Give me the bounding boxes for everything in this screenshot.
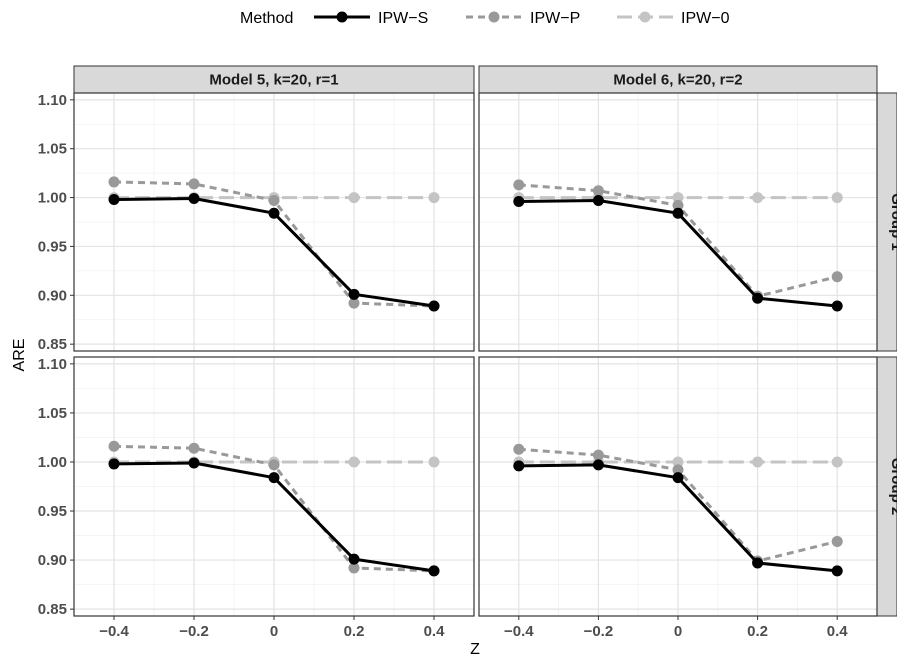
x-tick-label: 0.4 xyxy=(424,623,446,640)
data-point-ipw-p xyxy=(108,176,120,188)
y-tick-label: 0.85 xyxy=(38,336,67,353)
panel-border xyxy=(478,92,878,352)
data-point-ipw-0 xyxy=(428,456,440,468)
data-point-ipw-p xyxy=(831,271,843,283)
data-point-ipw-p xyxy=(188,442,200,454)
data-point-ipw-p xyxy=(348,297,360,309)
column-strip xyxy=(478,65,878,94)
data-point-ipw-p xyxy=(672,199,684,211)
x-tick-label: 0.4 xyxy=(827,623,849,640)
data-point-ipw-s xyxy=(348,553,360,565)
data-point-ipw-0 xyxy=(752,192,764,204)
data-point-ipw-0 xyxy=(348,192,360,204)
data-point-ipw-p xyxy=(108,440,120,452)
data-point-ipw-s xyxy=(268,207,280,219)
data-point-ipw-p xyxy=(672,464,684,476)
data-point-ipw-0 xyxy=(428,192,440,204)
data-point-ipw-s xyxy=(831,565,843,577)
data-point-ipw-s xyxy=(188,457,200,469)
data-point-ipw-s xyxy=(108,194,120,206)
x-tick-label: −0.4 xyxy=(99,623,129,640)
data-point-ipw-0 xyxy=(831,456,843,468)
data-point-ipw-s xyxy=(513,460,525,472)
column-strip-label: Model 6, k=20, r=2 xyxy=(613,72,742,89)
y-tick-label: 0.90 xyxy=(38,287,67,304)
y-tick-label: 0.95 xyxy=(38,238,67,255)
data-point-ipw-p xyxy=(513,179,525,191)
x-tick-label: 0.2 xyxy=(344,623,365,640)
data-point-ipw-s xyxy=(428,565,440,577)
x-tick-label: 0.2 xyxy=(747,623,768,640)
x-tick-label: −0.2 xyxy=(584,623,614,640)
data-point-ipw-s xyxy=(592,459,604,471)
legend: Method IPW−S IPW−P IPW−0 xyxy=(240,10,730,27)
data-point-ipw-0 xyxy=(752,456,764,468)
panel xyxy=(478,356,878,617)
data-point-ipw-p xyxy=(268,459,280,471)
column-strip-label: Model 5, k=20, r=1 xyxy=(209,72,338,89)
column-strip xyxy=(73,65,475,94)
data-point-ipw-p xyxy=(268,195,280,206)
y-tick-label: 1.00 xyxy=(38,454,67,471)
data-point-ipw-0 xyxy=(672,192,684,204)
x-axis-title: Z xyxy=(470,641,480,658)
data-point-ipw-s xyxy=(108,458,120,470)
y-tick-label: 1.05 xyxy=(38,141,67,158)
y-tick-label: 1.05 xyxy=(38,405,67,422)
data-point-ipw-p xyxy=(831,535,843,547)
data-point-ipw-s xyxy=(672,472,684,484)
y-tick-label: 1.00 xyxy=(38,190,67,207)
data-point-ipw-p xyxy=(513,443,525,455)
data-point-ipw-p xyxy=(592,449,604,461)
data-point-ipw-s xyxy=(752,557,764,569)
panel xyxy=(73,356,475,617)
legend-entry-label: IPW−S xyxy=(378,10,428,27)
row-strip-label: Group 2 xyxy=(888,458,897,516)
legend-title: Method xyxy=(240,10,293,27)
data-point-ipw-s xyxy=(513,195,525,207)
panel-border xyxy=(73,92,475,352)
data-point-ipw-p xyxy=(592,185,604,197)
panel xyxy=(478,92,878,352)
legend-key-point xyxy=(488,11,500,23)
data-point-ipw-0 xyxy=(348,456,360,468)
x-tick-label: 0 xyxy=(270,623,278,640)
x-tick-label: −0.4 xyxy=(504,623,534,640)
y-tick-label: 1.10 xyxy=(38,92,67,109)
data-point-ipw-s xyxy=(831,300,843,312)
data-point-ipw-p xyxy=(188,178,200,190)
data-point-ipw-s xyxy=(428,300,440,312)
data-point-ipw-0 xyxy=(672,456,684,468)
data-point-ipw-s xyxy=(752,292,764,304)
data-point-ipw-p xyxy=(348,562,360,574)
y-tick-label: 0.85 xyxy=(38,601,67,618)
y-axis-title: ARE xyxy=(11,339,28,372)
y-tick-label: 0.90 xyxy=(38,552,67,569)
y-tick-label: 0.95 xyxy=(38,503,67,520)
data-point-ipw-s xyxy=(348,288,360,300)
panel xyxy=(73,92,475,352)
data-point-ipw-s xyxy=(188,193,200,205)
data-point-ipw-s xyxy=(672,207,684,219)
data-point-ipw-s xyxy=(592,195,604,206)
row-strip-label: Group 1 xyxy=(888,193,897,251)
legend-key-point xyxy=(639,11,651,23)
x-tick-label: −0.2 xyxy=(179,623,209,640)
legend-key-point xyxy=(336,11,348,23)
data-point-ipw-s xyxy=(268,472,280,484)
data-point-ipw-0 xyxy=(831,192,843,204)
legend-entry-label: IPW−0 xyxy=(681,10,730,27)
legend-entry-label: IPW−P xyxy=(530,10,580,27)
y-tick-label: 1.10 xyxy=(38,356,67,373)
x-tick-label: 0 xyxy=(674,623,682,640)
